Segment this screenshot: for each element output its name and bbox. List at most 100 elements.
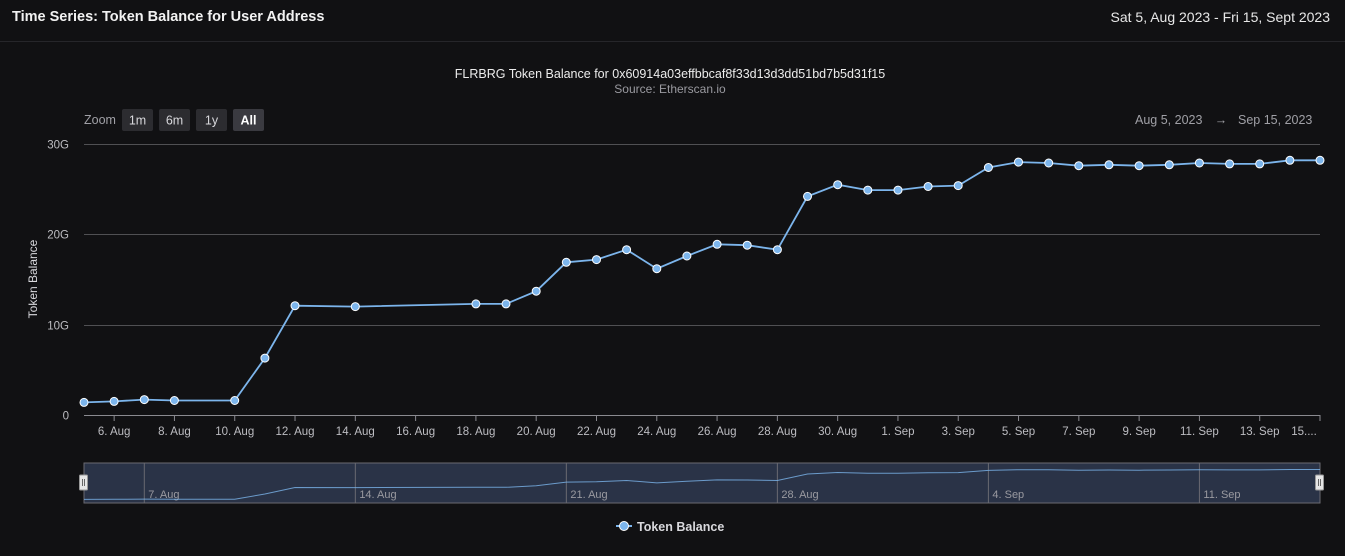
data-point[interactable]	[1225, 159, 1235, 169]
x-tick-label: 18. Aug	[456, 426, 495, 438]
data-point[interactable]	[893, 185, 903, 195]
navigator-label: 7. Aug	[148, 489, 179, 501]
data-point[interactable]	[1104, 160, 1114, 170]
data-point[interactable]	[501, 299, 511, 309]
x-tick-label: 10. Aug	[215, 426, 254, 438]
zoom-button-1y[interactable]: 1y	[196, 109, 227, 131]
x-tick-label: 9. Sep	[1122, 426, 1155, 438]
legend[interactable]: Token Balance	[616, 520, 724, 534]
data-point[interactable]	[1164, 160, 1174, 170]
y-axis-label: Token Balance	[26, 239, 40, 318]
x-tick-label: 22. Aug	[577, 426, 616, 438]
navigator-series-line	[83, 469, 1320, 500]
x-tick-label: 5. Sep	[1002, 426, 1035, 438]
x-tick-label: 1. Sep	[881, 426, 914, 438]
x-tick-label: 8. Aug	[158, 426, 191, 438]
x-tick-label: 12. Aug	[276, 426, 315, 438]
x-tick-label: 15....	[1291, 426, 1317, 438]
x-tick-label: 20. Aug	[517, 426, 556, 438]
x-tick-label: 26. Aug	[698, 426, 737, 438]
date-range: Sat 5, Aug 2023 - Fri 15, Sept 2023	[1110, 9, 1330, 25]
y-tick-label: 0	[63, 411, 69, 423]
navigator-grid: 7. Aug 14. Aug 21. Aug 28. Aug 4. Sep 11. Sep	[143, 463, 1241, 503]
x-tick-label: 24. Aug	[637, 426, 676, 438]
data-point[interactable]	[923, 182, 933, 191]
data-point[interactable]	[983, 163, 993, 172]
x-axis-ticks: 6. Aug 8. Aug 10. Aug 12. Aug 14. Aug 16. Aug…	[98, 415, 1321, 438]
svg-text:All: All	[241, 114, 257, 128]
data-point[interactable]	[230, 396, 240, 405]
zoom-buttons: 1m 6m 1y All	[122, 109, 264, 131]
x-tick-label: 28. Aug	[758, 426, 797, 438]
x-tick-label: 7. Sep	[1062, 426, 1095, 438]
y-tick-label: 20G	[47, 230, 69, 242]
zoom-button-All[interactable]: All	[233, 109, 264, 131]
svg-text:6m: 6m	[166, 114, 183, 128]
data-point[interactable]	[1044, 158, 1054, 168]
y-tick-label: 30G	[47, 140, 69, 152]
x-tick-label: 14. Aug	[336, 426, 375, 438]
data-point[interactable]	[833, 180, 843, 190]
data-point[interactable]	[471, 299, 481, 309]
data-point[interactable]	[1014, 157, 1023, 167]
data-point[interactable]	[1134, 161, 1144, 171]
data-point[interactable]	[290, 301, 300, 311]
range-from[interactable]: Aug 5, 2023	[1135, 113, 1202, 127]
data-point[interactable]	[772, 245, 782, 255]
range-to[interactable]: Sep 15, 2023	[1238, 113, 1312, 127]
data-point[interactable]	[622, 245, 632, 255]
svg-text:1y: 1y	[205, 114, 219, 128]
navigator-label: 21. Aug	[570, 489, 607, 501]
data-point[interactable]	[531, 286, 541, 296]
data-point[interactable]	[1315, 155, 1325, 165]
navigator-label: 14. Aug	[359, 489, 396, 501]
data-point[interactable]	[169, 396, 179, 405]
navigator[interactable]: 7. Aug 14. Aug 21. Aug 28. Aug 4. Sep 11. Sep	[79, 462, 1324, 504]
page-header: Time Series: Token Balance for User Addr…	[0, 0, 1345, 42]
data-point[interactable]	[561, 257, 571, 267]
y-axis-ticks: 0 10G 20G 30G	[47, 140, 69, 423]
zoom-label: Zoom	[84, 113, 116, 127]
x-tick-label: 30. Aug	[818, 426, 857, 438]
data-point[interactable]	[863, 185, 873, 195]
navigator-handle-left[interactable]	[79, 474, 88, 491]
chart-subtitle: Source: Etherscan.io	[614, 82, 726, 96]
range-arrow: →	[1215, 113, 1228, 127]
navigator-label: 28. Aug	[781, 489, 818, 501]
data-point[interactable]	[1255, 159, 1265, 169]
zoom-button-1m[interactable]: 1m	[122, 109, 153, 131]
navigator-label: 11. Sep	[1203, 489, 1240, 501]
data-point[interactable]	[652, 264, 662, 274]
data-point[interactable]	[953, 181, 963, 191]
data-point[interactable]	[139, 395, 149, 405]
x-tick-label: 6. Aug	[98, 426, 131, 438]
data-point[interactable]	[109, 396, 119, 406]
data-point[interactable]	[712, 239, 722, 249]
legend-marker	[619, 521, 629, 531]
data-point[interactable]	[1194, 158, 1204, 168]
data-point[interactable]	[1074, 161, 1084, 171]
data-point[interactable]	[592, 255, 601, 265]
series-line-token-balance	[83, 159, 1320, 404]
data-point[interactable]	[260, 353, 270, 363]
svg-text:1m: 1m	[129, 114, 146, 128]
x-tick-label: 3. Sep	[942, 426, 975, 438]
navigator-handle-right[interactable]	[1315, 474, 1324, 491]
chart-title: FLRBRG Token Balance for 0x60914a03effbb…	[455, 67, 885, 81]
series-points	[79, 155, 1325, 407]
page-title: Time Series: Token Balance for User Addr…	[12, 9, 325, 25]
x-tick-label: 11. Sep	[1180, 426, 1219, 438]
y-tick-label: 10G	[47, 321, 69, 333]
data-point[interactable]	[79, 397, 89, 407]
data-point[interactable]	[1285, 155, 1295, 165]
navigator-mask	[83, 462, 1321, 504]
data-point[interactable]	[803, 191, 812, 201]
x-tick-label: 16. Aug	[396, 426, 435, 438]
data-point[interactable]	[350, 302, 360, 312]
data-point[interactable]	[742, 240, 752, 250]
x-tick-label: 13. Sep	[1240, 426, 1280, 438]
zoom-button-6m[interactable]: 6m	[159, 109, 190, 131]
legend-item-token-balance[interactable]: Token Balance	[637, 520, 724, 534]
data-point[interactable]	[682, 251, 692, 261]
